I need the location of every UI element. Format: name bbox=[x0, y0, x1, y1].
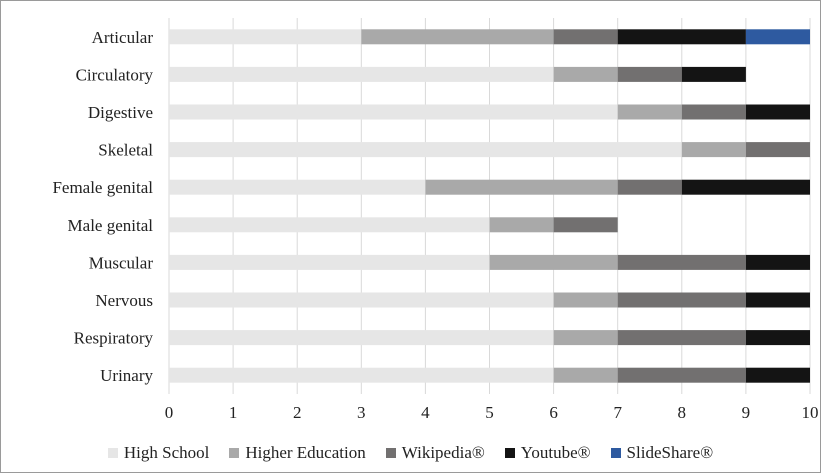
bar-segment bbox=[617, 66, 682, 82]
bar-segment bbox=[681, 179, 810, 195]
category-label: Skeletal bbox=[98, 141, 153, 160]
legend-label: Wikipedia® bbox=[401, 443, 485, 462]
bar-segment bbox=[617, 367, 746, 383]
bar-segment bbox=[169, 254, 490, 270]
legend-swatch bbox=[107, 448, 118, 458]
bar-segment bbox=[745, 292, 810, 308]
bar-segment bbox=[681, 104, 746, 120]
legend-item: Wikipedia® bbox=[385, 443, 485, 463]
chart-legend: High School Higher Education Wikipedia® You… bbox=[0, 440, 821, 466]
bar-segment bbox=[617, 330, 746, 346]
x-tick-label: 6 bbox=[549, 403, 558, 422]
legend-swatch bbox=[229, 448, 240, 458]
bar-segment bbox=[745, 330, 810, 346]
bar-segment bbox=[169, 142, 682, 158]
legend-swatch bbox=[610, 448, 621, 458]
bar-segment bbox=[489, 254, 618, 270]
x-tick-label: 0 bbox=[165, 403, 174, 422]
bar-segment bbox=[681, 66, 746, 82]
x-tick-label: 8 bbox=[678, 403, 687, 422]
bar-segment bbox=[169, 367, 554, 383]
bar-segment bbox=[745, 29, 810, 45]
bar-segment bbox=[617, 104, 682, 120]
bar-segment bbox=[553, 330, 618, 346]
category-label: Circulatory bbox=[76, 65, 154, 84]
x-tick-label: 4 bbox=[421, 403, 430, 422]
legend-swatch bbox=[385, 448, 396, 458]
bar-segment bbox=[745, 367, 810, 383]
legend-label: Youtube® bbox=[520, 443, 591, 462]
legend-item: Youtube® bbox=[504, 443, 591, 463]
bar-segment bbox=[553, 367, 618, 383]
bar-segment bbox=[169, 217, 490, 233]
legend-item: High School bbox=[107, 443, 210, 463]
bar-segment bbox=[553, 66, 618, 82]
bar-segment bbox=[745, 254, 810, 270]
bar-segment bbox=[169, 66, 554, 82]
bar-segment bbox=[553, 292, 618, 308]
x-tick-label: 9 bbox=[742, 403, 751, 422]
legend-item: Higher Education bbox=[229, 443, 366, 463]
category-label: Male genital bbox=[68, 216, 154, 235]
bar-segment bbox=[617, 292, 746, 308]
bar-segment bbox=[617, 179, 682, 195]
bar-segment bbox=[361, 29, 554, 45]
category-label: Urinary bbox=[100, 366, 153, 385]
bar-segment bbox=[169, 330, 554, 346]
legend-item: SlideShare® bbox=[610, 443, 714, 463]
x-tick-label: 1 bbox=[229, 403, 238, 422]
bar-segment bbox=[425, 179, 618, 195]
category-label: Digestive bbox=[88, 103, 153, 122]
x-tick-label: 5 bbox=[485, 403, 494, 422]
x-tick-label: 2 bbox=[293, 403, 302, 422]
bar-segment bbox=[169, 292, 554, 308]
bar-segment bbox=[169, 104, 618, 120]
category-label: Female genital bbox=[52, 178, 153, 197]
category-label: Nervous bbox=[95, 291, 153, 310]
bar-segment bbox=[617, 254, 746, 270]
bar-segment bbox=[553, 217, 618, 233]
x-tick-label: 10 bbox=[802, 403, 819, 422]
category-label: Articular bbox=[92, 28, 154, 47]
bar-segment bbox=[745, 104, 810, 120]
bar-segment bbox=[169, 179, 426, 195]
x-tick-label: 7 bbox=[613, 403, 622, 422]
legend-label: SlideShare® bbox=[626, 443, 714, 462]
category-label: Respiratory bbox=[74, 329, 154, 348]
legend-swatch bbox=[504, 448, 515, 458]
bar-segment bbox=[489, 217, 554, 233]
legend-label: High School bbox=[123, 443, 210, 462]
category-label: Muscular bbox=[89, 253, 154, 272]
bar-segment bbox=[617, 29, 746, 45]
bar-segment bbox=[553, 29, 618, 45]
x-tick-label: 3 bbox=[357, 403, 366, 422]
bar-segment bbox=[169, 29, 362, 45]
legend-label: Higher Education bbox=[245, 443, 366, 462]
bar-segment bbox=[745, 142, 810, 158]
bar-segment bbox=[681, 142, 746, 158]
